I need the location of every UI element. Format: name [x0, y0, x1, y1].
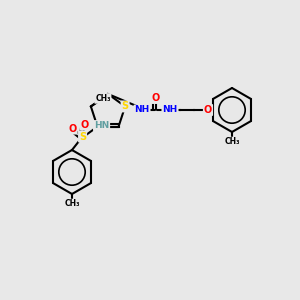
Text: S: S	[79, 132, 86, 142]
Text: NH: NH	[162, 106, 178, 115]
Text: N: N	[94, 122, 103, 132]
Text: O: O	[204, 105, 212, 115]
Text: O: O	[80, 120, 89, 130]
Text: CH₃: CH₃	[95, 94, 111, 103]
Text: O: O	[152, 93, 160, 103]
Text: CH₃: CH₃	[64, 200, 80, 208]
Text: O: O	[68, 124, 77, 134]
Text: CH₃: CH₃	[224, 137, 240, 146]
Text: NH: NH	[134, 106, 150, 115]
Text: S: S	[122, 101, 129, 111]
Text: HN: HN	[94, 121, 109, 130]
